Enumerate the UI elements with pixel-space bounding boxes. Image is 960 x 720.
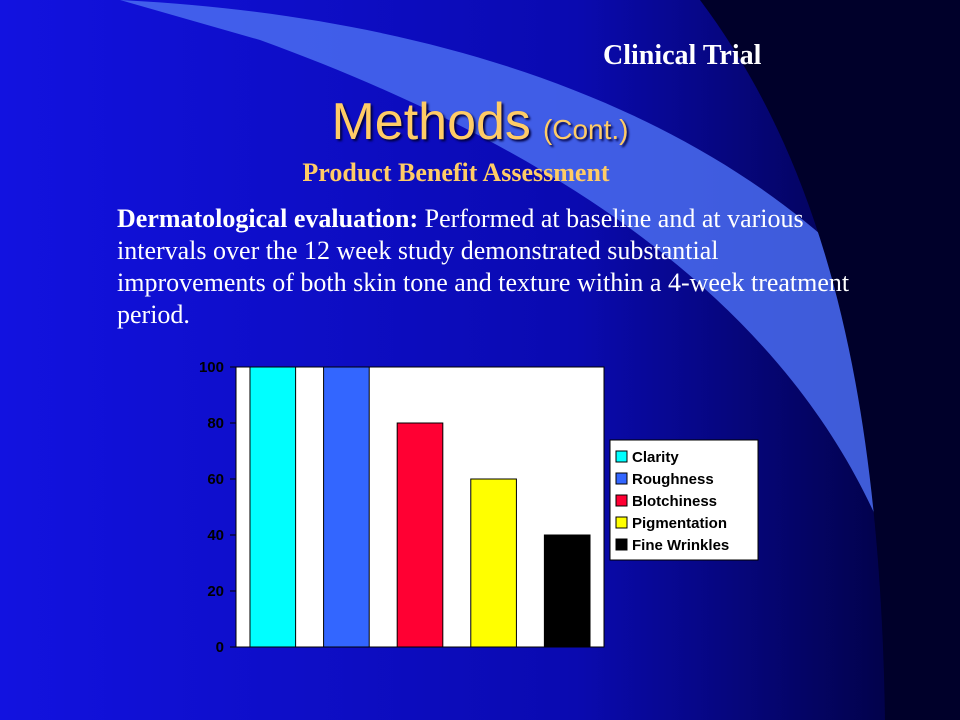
background-swoosh-light [120, 0, 960, 720]
title-main: Methods [331, 93, 531, 151]
slide-title: Methods (Cont.) [0, 92, 960, 152]
legend-label: Fine Wrinkles [632, 537, 729, 554]
legend-swatch [615, 516, 628, 529]
y-tick-label: 20 [207, 583, 224, 600]
bar-clarity [249, 366, 297, 648]
legend-label: Roughness [632, 471, 714, 488]
legend-label: Pigmentation [632, 515, 727, 532]
body-paragraph: Dermatological evaluation: Performed at … [117, 203, 857, 331]
header-label: Clinical Trial [603, 40, 762, 71]
legend-swatch [615, 494, 628, 507]
legend-swatch [615, 472, 628, 485]
legend-box [609, 439, 759, 561]
legend-swatch [615, 538, 628, 551]
title-suffix: (Cont.) [542, 114, 629, 145]
y-tick-label: 0 [216, 639, 224, 656]
bars-group [249, 366, 591, 648]
chart-legend: Clarity Roughness Blotchiness Pigmentation F… [609, 439, 759, 561]
y-tick-label: 80 [207, 415, 224, 432]
bar-pigmentation [470, 478, 517, 648]
bar-roughness [323, 366, 370, 648]
bar-blotchiness [396, 422, 444, 648]
background-swoosh-dark [700, 0, 960, 720]
legend-label: Clarity [632, 449, 679, 466]
legend-swatch [615, 450, 628, 463]
y-tick-label: 100 [199, 359, 224, 376]
slide-subtitle: Product Benefit Assessment [302, 158, 610, 187]
legend-label: Blotchiness [632, 493, 717, 510]
body-lead: Dermatological evaluation: [117, 204, 419, 233]
y-axis: 0 20 40 60 80 100 [199, 359, 236, 656]
bar-fine-wrinkles [543, 534, 591, 648]
y-tick-label: 60 [207, 471, 224, 488]
y-tick-label: 40 [207, 527, 224, 544]
body-text: Performed at baseline and at various int… [117, 204, 850, 329]
